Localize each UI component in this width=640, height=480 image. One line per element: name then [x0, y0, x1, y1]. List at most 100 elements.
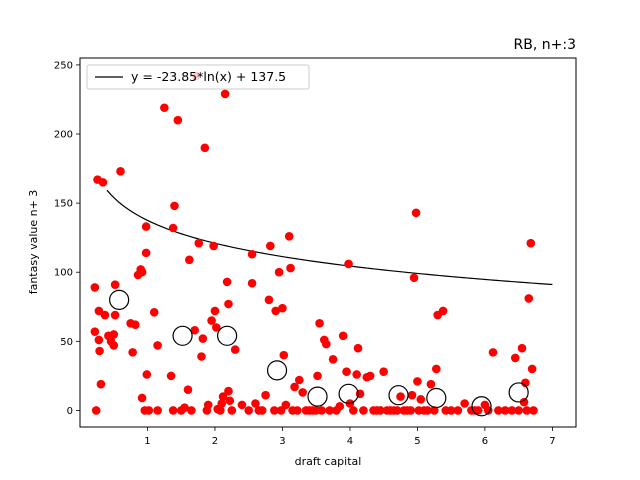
x-tick-label: 6 [482, 436, 488, 447]
data-point [128, 348, 137, 357]
data-point [423, 406, 432, 415]
data-point [224, 386, 233, 396]
y-tick-label: 0 [67, 406, 73, 417]
x-axis-label: draft capital [295, 455, 362, 468]
data-point [180, 403, 189, 412]
data-point [376, 406, 385, 415]
data-point [281, 400, 291, 410]
data-point [217, 399, 227, 408]
data-point [313, 371, 322, 381]
data-point [168, 223, 178, 233]
data-point [460, 399, 469, 408]
data-point [141, 248, 151, 258]
data-point [91, 406, 101, 415]
data-point [353, 343, 363, 353]
data-point [392, 406, 402, 415]
bin-average-marker [426, 387, 447, 409]
x-tick-label: 3 [279, 436, 285, 447]
data-point [109, 330, 119, 339]
data-point [247, 249, 257, 259]
data-point [278, 303, 287, 313]
data-point [216, 406, 225, 415]
data-point [352, 370, 361, 379]
data-point [212, 323, 221, 332]
data-point [100, 310, 110, 320]
data-point [247, 278, 257, 288]
data-point [94, 335, 104, 345]
data-point [271, 306, 281, 316]
data-point [110, 280, 120, 289]
data-point [109, 341, 119, 350]
data-point [344, 259, 353, 269]
data-point [224, 299, 233, 309]
data-point [379, 367, 388, 377]
data-point [298, 388, 307, 397]
data-point [429, 406, 439, 415]
data-point [225, 396, 235, 406]
data-point [290, 382, 299, 392]
bin-average-marker [266, 360, 288, 381]
data-point [183, 385, 193, 394]
data-point [166, 371, 176, 381]
x-tick-label: 4 [347, 436, 353, 447]
data-point [416, 395, 426, 404]
data-point [522, 406, 532, 415]
bin-average-marker [307, 386, 328, 407]
data-point [198, 334, 208, 343]
data-point [90, 283, 100, 292]
data-point [315, 319, 324, 328]
data-point [98, 178, 108, 187]
data-point [270, 406, 279, 415]
data-point [529, 406, 538, 415]
x-tick-label: 7 [549, 436, 555, 447]
bin-average-marker [109, 289, 130, 310]
data-point [365, 371, 375, 381]
y-axis-label: fantasy value n+ 3 [27, 190, 40, 295]
bin-average-marker [172, 325, 193, 346]
y-tick-label: 250 [54, 60, 73, 71]
data-point [494, 406, 503, 415]
data-point [218, 392, 228, 401]
data-point [257, 406, 267, 415]
data-point [261, 390, 270, 400]
data-point [527, 364, 537, 374]
data-point [407, 390, 417, 400]
data-point [185, 255, 194, 265]
data-point [266, 241, 275, 251]
data-point [338, 331, 348, 341]
data-point [173, 115, 183, 125]
data-point [322, 339, 331, 349]
data-point [142, 370, 152, 379]
data-point [295, 375, 304, 385]
data-point [190, 325, 200, 335]
data-point [95, 346, 104, 356]
data-point [286, 263, 295, 273]
x-tick-label: 2 [212, 436, 218, 447]
data-point [144, 406, 154, 415]
x-axis: 1 2 3 4 5 6 7 [144, 427, 556, 447]
data-point [411, 208, 421, 218]
data-point [488, 348, 498, 357]
data-point [90, 327, 100, 336]
data-point [96, 379, 106, 389]
data-point [110, 310, 120, 320]
bin-average-marker [338, 383, 359, 404]
bin-markers-layer [109, 289, 529, 417]
data-point [507, 406, 517, 415]
data-point [279, 350, 289, 360]
data-point [500, 406, 510, 415]
y-axis: 0 50 100 150 200 250 [54, 60, 80, 417]
bin-average-marker [217, 325, 238, 346]
data-point [514, 406, 523, 415]
data-point [473, 406, 483, 415]
data-point [524, 294, 534, 303]
data-point [209, 241, 218, 251]
data-point [94, 306, 104, 316]
data-point [222, 277, 232, 287]
fit-line [106, 189, 553, 286]
data-point [187, 406, 196, 415]
data-point [170, 201, 179, 211]
data-point [131, 320, 140, 330]
y-tick-label: 50 [60, 337, 73, 348]
